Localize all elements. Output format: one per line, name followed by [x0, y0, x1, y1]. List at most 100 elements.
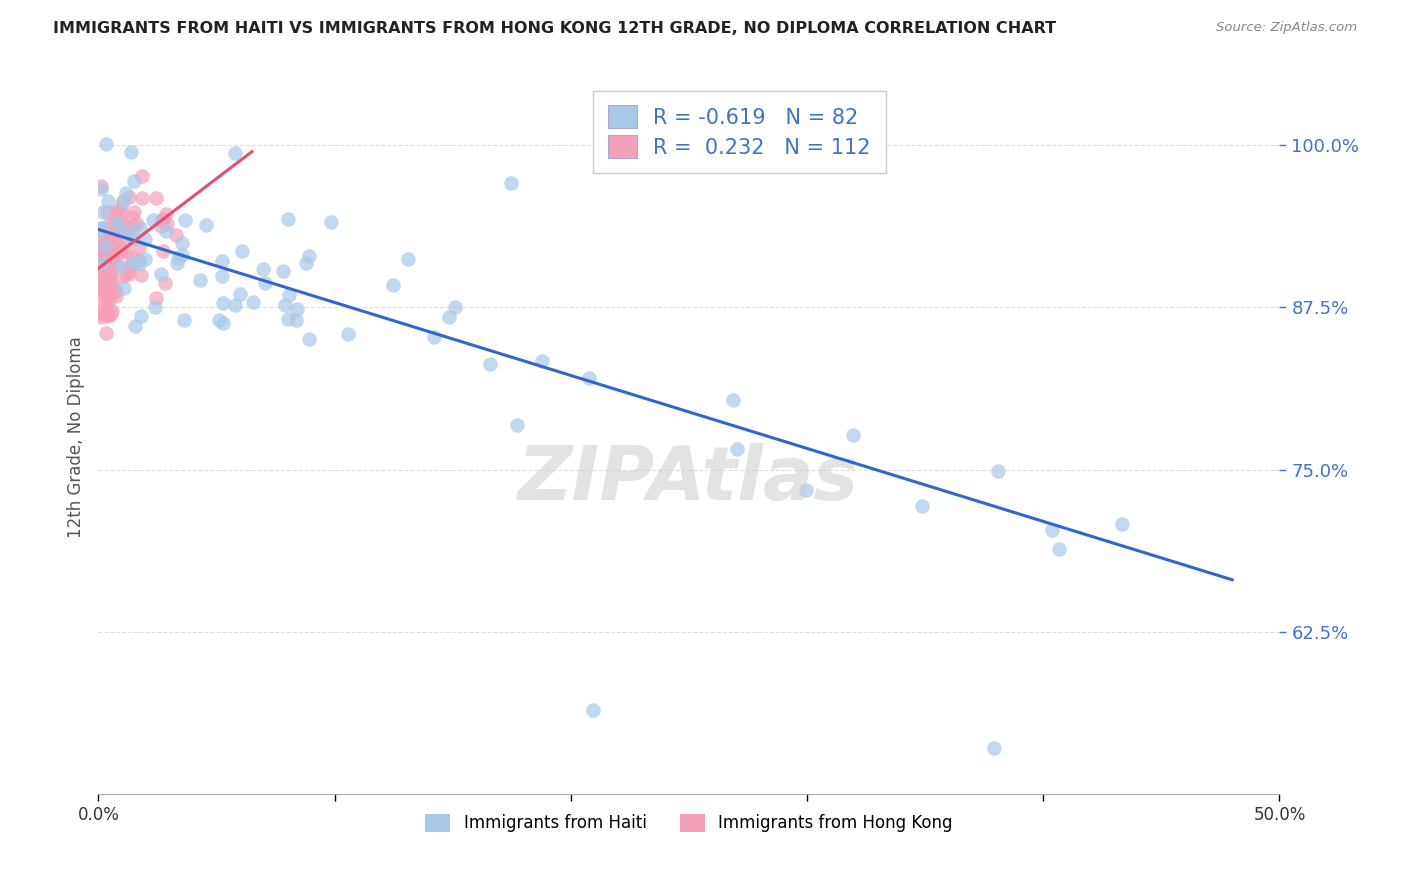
Point [97, 272, 120, 286]
Point [165, 228, 187, 243]
Point [96, 246, 118, 260]
Text: IMMIGRANTS FROM HAITI VS IMMIGRANTS FROM HONG KONG 12TH GRADE, NO DIPLOMA CORREL: IMMIGRANTS FROM HAITI VS IMMIGRANTS FROM… [53, 21, 1056, 37]
Point [105, 289, 128, 303]
Point [118, 268, 141, 282]
Point [90, 248, 112, 262]
Point [97, 281, 120, 295]
Point [382, 277, 405, 292]
Point [194, 219, 217, 233]
Point [96, 284, 118, 298]
Point [188, 273, 211, 287]
Point [90, 293, 112, 307]
Point [274, 298, 297, 312]
Point [277, 311, 299, 326]
Point [91, 251, 114, 265]
Point [129, 268, 152, 282]
Point [94, 275, 117, 289]
Point [143, 300, 166, 314]
Point [100, 308, 122, 322]
Point [129, 309, 152, 323]
Point [1047, 542, 1070, 557]
Point [254, 276, 277, 290]
Point [155, 224, 177, 238]
Point [103, 214, 125, 228]
Point [103, 253, 125, 268]
Point [107, 224, 129, 238]
Point [94, 326, 117, 340]
Point [98, 270, 121, 285]
Point [98, 293, 121, 307]
Point [108, 241, 131, 255]
Point [111, 206, 134, 220]
Point [531, 354, 554, 368]
Point [506, 417, 529, 432]
Point [120, 145, 142, 159]
Point [97, 236, 120, 251]
Point [101, 277, 124, 292]
Point [150, 213, 173, 227]
Point [152, 244, 174, 259]
Y-axis label: 12th Grade, No Diploma: 12th Grade, No Diploma [66, 336, 84, 538]
Point [90, 179, 112, 194]
Point [1040, 524, 1063, 538]
Point [578, 371, 600, 385]
Point [224, 146, 246, 161]
Point [111, 269, 134, 284]
Point [150, 267, 173, 281]
Point [90, 250, 112, 264]
Point [150, 219, 173, 233]
Point [93, 260, 115, 274]
Point [111, 195, 134, 210]
Point [911, 500, 934, 514]
Point [121, 210, 143, 224]
Point [97, 310, 120, 324]
Point [112, 217, 135, 231]
Point [321, 215, 343, 229]
Point [97, 247, 120, 261]
Point [115, 267, 138, 281]
Point [228, 287, 250, 301]
Point [166, 255, 188, 269]
Point [287, 301, 309, 316]
Point [98, 216, 121, 230]
Point [91, 204, 114, 219]
Point [105, 258, 128, 272]
Point [284, 313, 307, 327]
Point [91, 305, 114, 319]
Point [111, 221, 134, 235]
Point [499, 176, 522, 190]
Point [90, 221, 112, 235]
Point [122, 218, 145, 232]
Point [110, 245, 132, 260]
Point [94, 235, 117, 250]
Point [396, 252, 419, 267]
Point [103, 230, 125, 244]
Point [90, 221, 112, 235]
Point [108, 202, 131, 217]
Point [721, 393, 744, 408]
Point [105, 235, 128, 250]
Point [93, 228, 115, 243]
Point [90, 247, 112, 261]
Point [277, 212, 299, 227]
Point [124, 319, 146, 334]
Point [122, 254, 145, 268]
Point [104, 284, 127, 298]
Point [152, 212, 174, 227]
Point [112, 281, 135, 295]
Point [96, 297, 118, 311]
Point [90, 182, 112, 196]
Point [115, 244, 138, 259]
Point [122, 231, 145, 245]
Point [90, 277, 112, 291]
Point [117, 190, 139, 204]
Point [167, 251, 190, 265]
Point [128, 257, 150, 271]
Point [173, 313, 195, 327]
Point [91, 255, 114, 269]
Point [208, 312, 231, 326]
Point [90, 225, 112, 239]
Point [211, 268, 233, 283]
Point [120, 258, 142, 272]
Point [94, 288, 117, 302]
